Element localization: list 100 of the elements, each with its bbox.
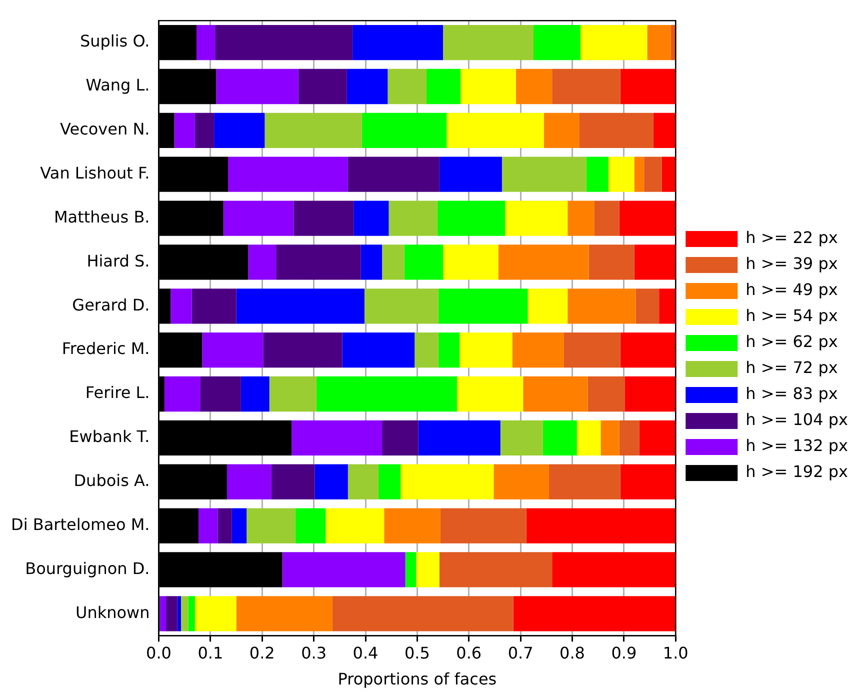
legend-label: h >= 39 px (746, 254, 838, 274)
bar (526, 508, 676, 544)
bar (174, 112, 195, 148)
bar (226, 464, 272, 500)
bar (200, 376, 241, 412)
bar (620, 68, 676, 104)
x-tick-label: 0.8 (560, 643, 585, 662)
bar (194, 596, 236, 632)
legend-label: h >= 132 px (746, 436, 848, 456)
bar (639, 420, 676, 456)
bar (218, 508, 232, 544)
x-tick-label: 0.4 (352, 643, 378, 662)
bar (588, 244, 634, 280)
bar (194, 112, 214, 148)
bar (634, 244, 676, 280)
bar (364, 288, 438, 324)
bar (608, 156, 634, 192)
bar (354, 200, 389, 236)
bar (653, 112, 676, 148)
bar (228, 156, 348, 192)
bar (523, 376, 588, 412)
x-tick-label: 0.1 (198, 643, 224, 662)
bar (620, 464, 676, 500)
bar (378, 464, 401, 500)
y-tick-label: Frederic M. (62, 339, 150, 358)
y-tick-label: Unknown (75, 602, 150, 622)
bar (196, 24, 216, 60)
bar (438, 332, 460, 368)
x-tick-label: 1.0 (662, 643, 688, 662)
bar (440, 508, 526, 544)
legend-label: h >= 192 px (746, 462, 848, 482)
y-tick-label: Ferire L. (85, 383, 150, 402)
bar (416, 552, 440, 588)
bar (619, 420, 640, 456)
bar (215, 24, 353, 60)
bar (437, 200, 506, 236)
y-tick-label: Dubois A. (74, 471, 150, 490)
y-tick-label: Vecoven N. (60, 120, 150, 139)
bar (236, 288, 364, 324)
bar (382, 244, 404, 280)
bar (548, 464, 620, 500)
x-tick-label: 0.9 (611, 643, 637, 662)
bar (659, 288, 676, 324)
bar (384, 508, 440, 544)
bar (594, 200, 620, 236)
bar (568, 288, 636, 324)
bar (240, 376, 270, 412)
bar (576, 420, 601, 456)
bar (248, 244, 276, 280)
legend-label: h >= 104 px (746, 410, 848, 430)
bar (443, 24, 534, 60)
bar (513, 596, 676, 632)
bar (216, 68, 298, 104)
bar (619, 200, 676, 236)
bar (600, 420, 620, 456)
bar (426, 68, 461, 104)
bar (271, 464, 315, 500)
bar (362, 112, 447, 148)
legend-label: h >= 72 px (746, 358, 838, 378)
y-tick-label: Di Bartelomeo M. (10, 514, 150, 534)
bar (223, 200, 294, 236)
legend-label: h >= 54 px (746, 306, 838, 326)
legend-label: h >= 22 px (746, 228, 838, 248)
bar (586, 156, 608, 192)
x-tick-label: 0.3 (301, 643, 327, 662)
bar (269, 376, 316, 412)
bar (298, 68, 347, 104)
bar (198, 508, 218, 544)
bar (342, 332, 415, 368)
bar (352, 24, 444, 60)
bar (292, 420, 382, 456)
bar (360, 244, 382, 280)
bar (502, 156, 586, 192)
bar (326, 508, 384, 544)
bar (214, 112, 265, 148)
bar (192, 288, 236, 324)
bar (246, 508, 296, 544)
bar (346, 68, 388, 104)
bar (533, 24, 581, 60)
bar (579, 112, 654, 148)
bar (498, 244, 589, 280)
bar (636, 288, 660, 324)
bar (624, 376, 676, 412)
bar (405, 552, 416, 588)
bar (505, 200, 568, 236)
bar (460, 68, 516, 104)
bar (348, 156, 440, 192)
legend-label: h >= 49 px (746, 280, 838, 300)
bar (388, 68, 426, 104)
bar (542, 420, 577, 456)
bar (552, 552, 676, 588)
x-tick-label: 0.6 (456, 643, 482, 662)
bar (500, 420, 543, 456)
y-tick-label: Bourguignon D. (25, 558, 150, 578)
y-tick-label: Wang L. (86, 76, 150, 95)
x-tick-label: 0.0 (146, 643, 172, 662)
bar (232, 508, 247, 544)
bar (588, 376, 625, 412)
bar (634, 156, 644, 192)
bar (164, 376, 200, 412)
